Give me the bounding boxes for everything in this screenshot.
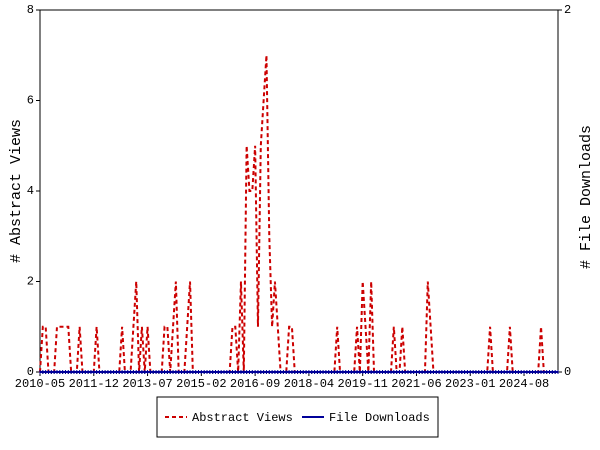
- y-tick-label: 2: [27, 275, 34, 289]
- x-tick-label: 2011-12: [69, 377, 119, 391]
- y-tick-label: 6: [27, 94, 34, 108]
- y-tick-label: 4: [27, 184, 34, 198]
- plot-frame: [39, 9, 559, 373]
- legend-box: [156, 396, 439, 438]
- y2-tick-label: 2: [564, 3, 571, 17]
- x-tick-label: 2010-05: [15, 377, 65, 391]
- x-tick-label: 2016-09: [230, 377, 280, 391]
- x-tick-label: 2024-08: [499, 377, 549, 391]
- x-tick-label: 2023-01: [445, 377, 495, 391]
- y-axis-title: # Abstract Views: [8, 119, 25, 263]
- y-tick-label: 0: [27, 365, 34, 379]
- y2-axis-title: # File Downloads: [578, 125, 595, 269]
- legend-label: File Downloads: [329, 411, 430, 425]
- y2-tick-label: 0: [564, 365, 571, 379]
- x-tick-label: 2021-06: [391, 377, 441, 391]
- x-tick-label: 2013-07: [122, 377, 172, 391]
- x-tick-label: 2018-04: [284, 377, 334, 391]
- x-tick-label: 2015-02: [176, 377, 226, 391]
- legend-label: Abstract Views: [192, 411, 293, 425]
- y-tick-label: 8: [27, 3, 34, 17]
- x-tick-label: 2019-11: [337, 377, 387, 391]
